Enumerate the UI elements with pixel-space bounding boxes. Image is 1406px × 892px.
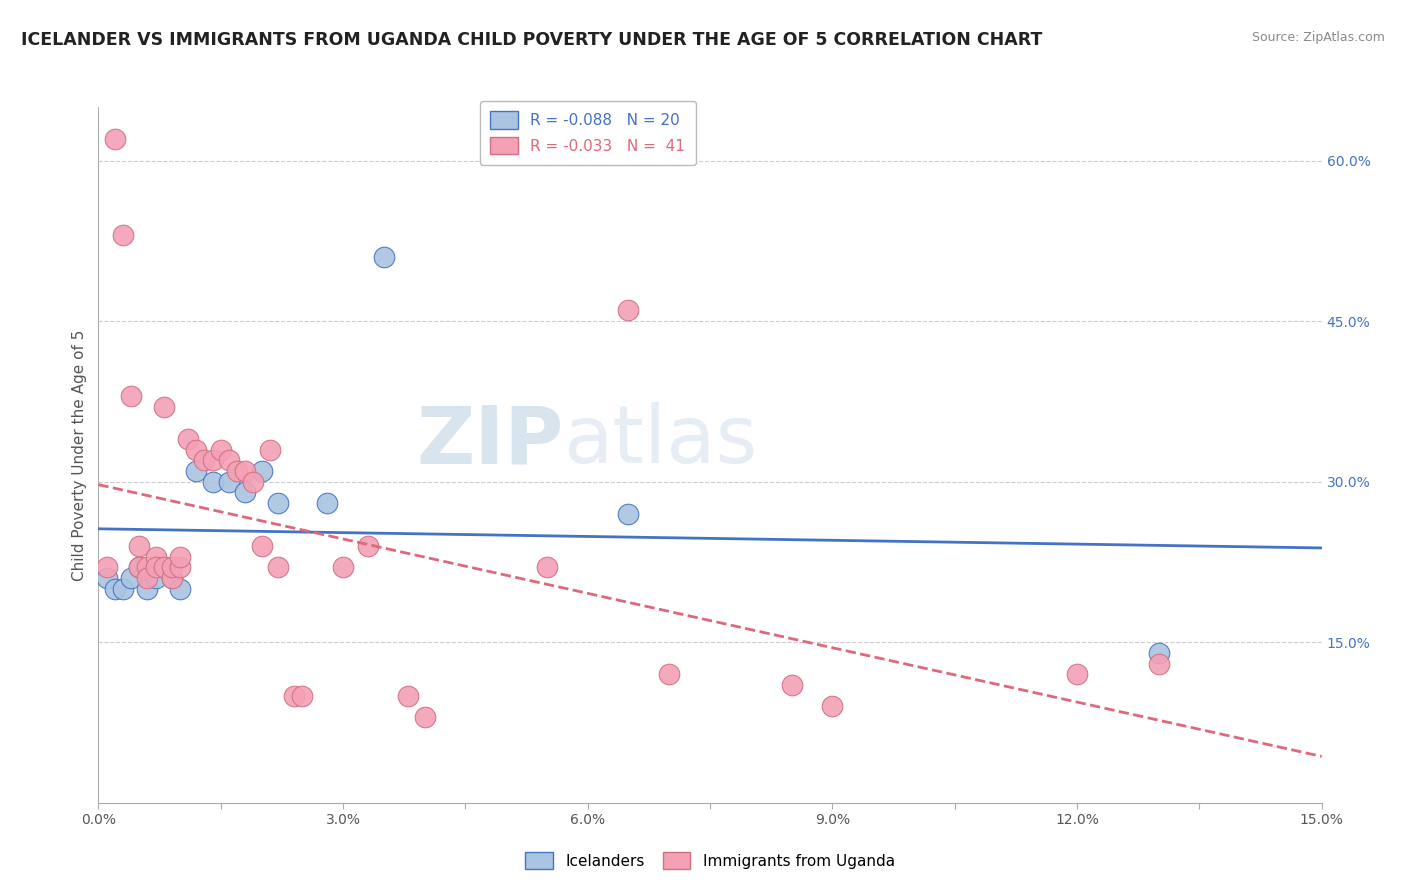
Point [1147,646,1170,660]
Point [111,582,134,596]
Point [193,453,215,467]
Point [169,582,191,596]
Point [536,560,558,574]
Point [160,560,183,574]
Point [201,453,224,467]
Point [250,539,273,553]
Point [821,699,844,714]
Point [396,689,419,703]
Point [145,560,167,574]
Point [242,475,264,489]
Point [152,560,174,574]
Point [104,582,127,596]
Point [315,496,337,510]
Point [332,560,354,574]
Point [128,560,150,574]
Point [233,464,256,478]
Point [186,442,208,457]
Point [1147,657,1170,671]
Text: atlas: atlas [564,402,758,480]
Text: ICELANDER VS IMMIGRANTS FROM UGANDA CHILD POVERTY UNDER THE AGE OF 5 CORRELATION: ICELANDER VS IMMIGRANTS FROM UGANDA CHIL… [21,31,1042,49]
Point [96,560,118,574]
Point [96,571,118,585]
Point [177,432,200,446]
Point [169,560,191,574]
Point [169,549,191,564]
Point [120,571,142,585]
Point [218,475,240,489]
Point [373,250,395,264]
Point [259,442,281,457]
Point [136,571,159,585]
Point [186,464,208,478]
Point [356,539,378,553]
Point [413,710,436,724]
Point [152,400,174,414]
Legend: Icelanders, Immigrants from Uganda: Icelanders, Immigrants from Uganda [516,843,904,879]
Y-axis label: Child Poverty Under the Age of 5: Child Poverty Under the Age of 5 [72,329,87,581]
Point [128,560,150,574]
Point [780,678,803,692]
Point [617,507,640,521]
Point [145,549,167,564]
Point [617,303,640,318]
Point [128,539,150,553]
Point [111,228,134,243]
Point [267,496,290,510]
Point [201,475,224,489]
Point [160,571,183,585]
Point [145,571,167,585]
Point [209,442,232,457]
Point [250,464,273,478]
Point [136,582,159,596]
Point [218,453,240,467]
Point [226,464,249,478]
Text: Source: ZipAtlas.com: Source: ZipAtlas.com [1251,31,1385,45]
Point [658,667,681,681]
Point [233,485,256,500]
Point [283,689,305,703]
Point [267,560,290,574]
Text: ZIP: ZIP [416,402,564,480]
Point [152,560,174,574]
Point [104,132,127,146]
Point [136,560,159,574]
Point [291,689,314,703]
Point [160,571,183,585]
Point [120,389,142,403]
Point [1066,667,1088,681]
